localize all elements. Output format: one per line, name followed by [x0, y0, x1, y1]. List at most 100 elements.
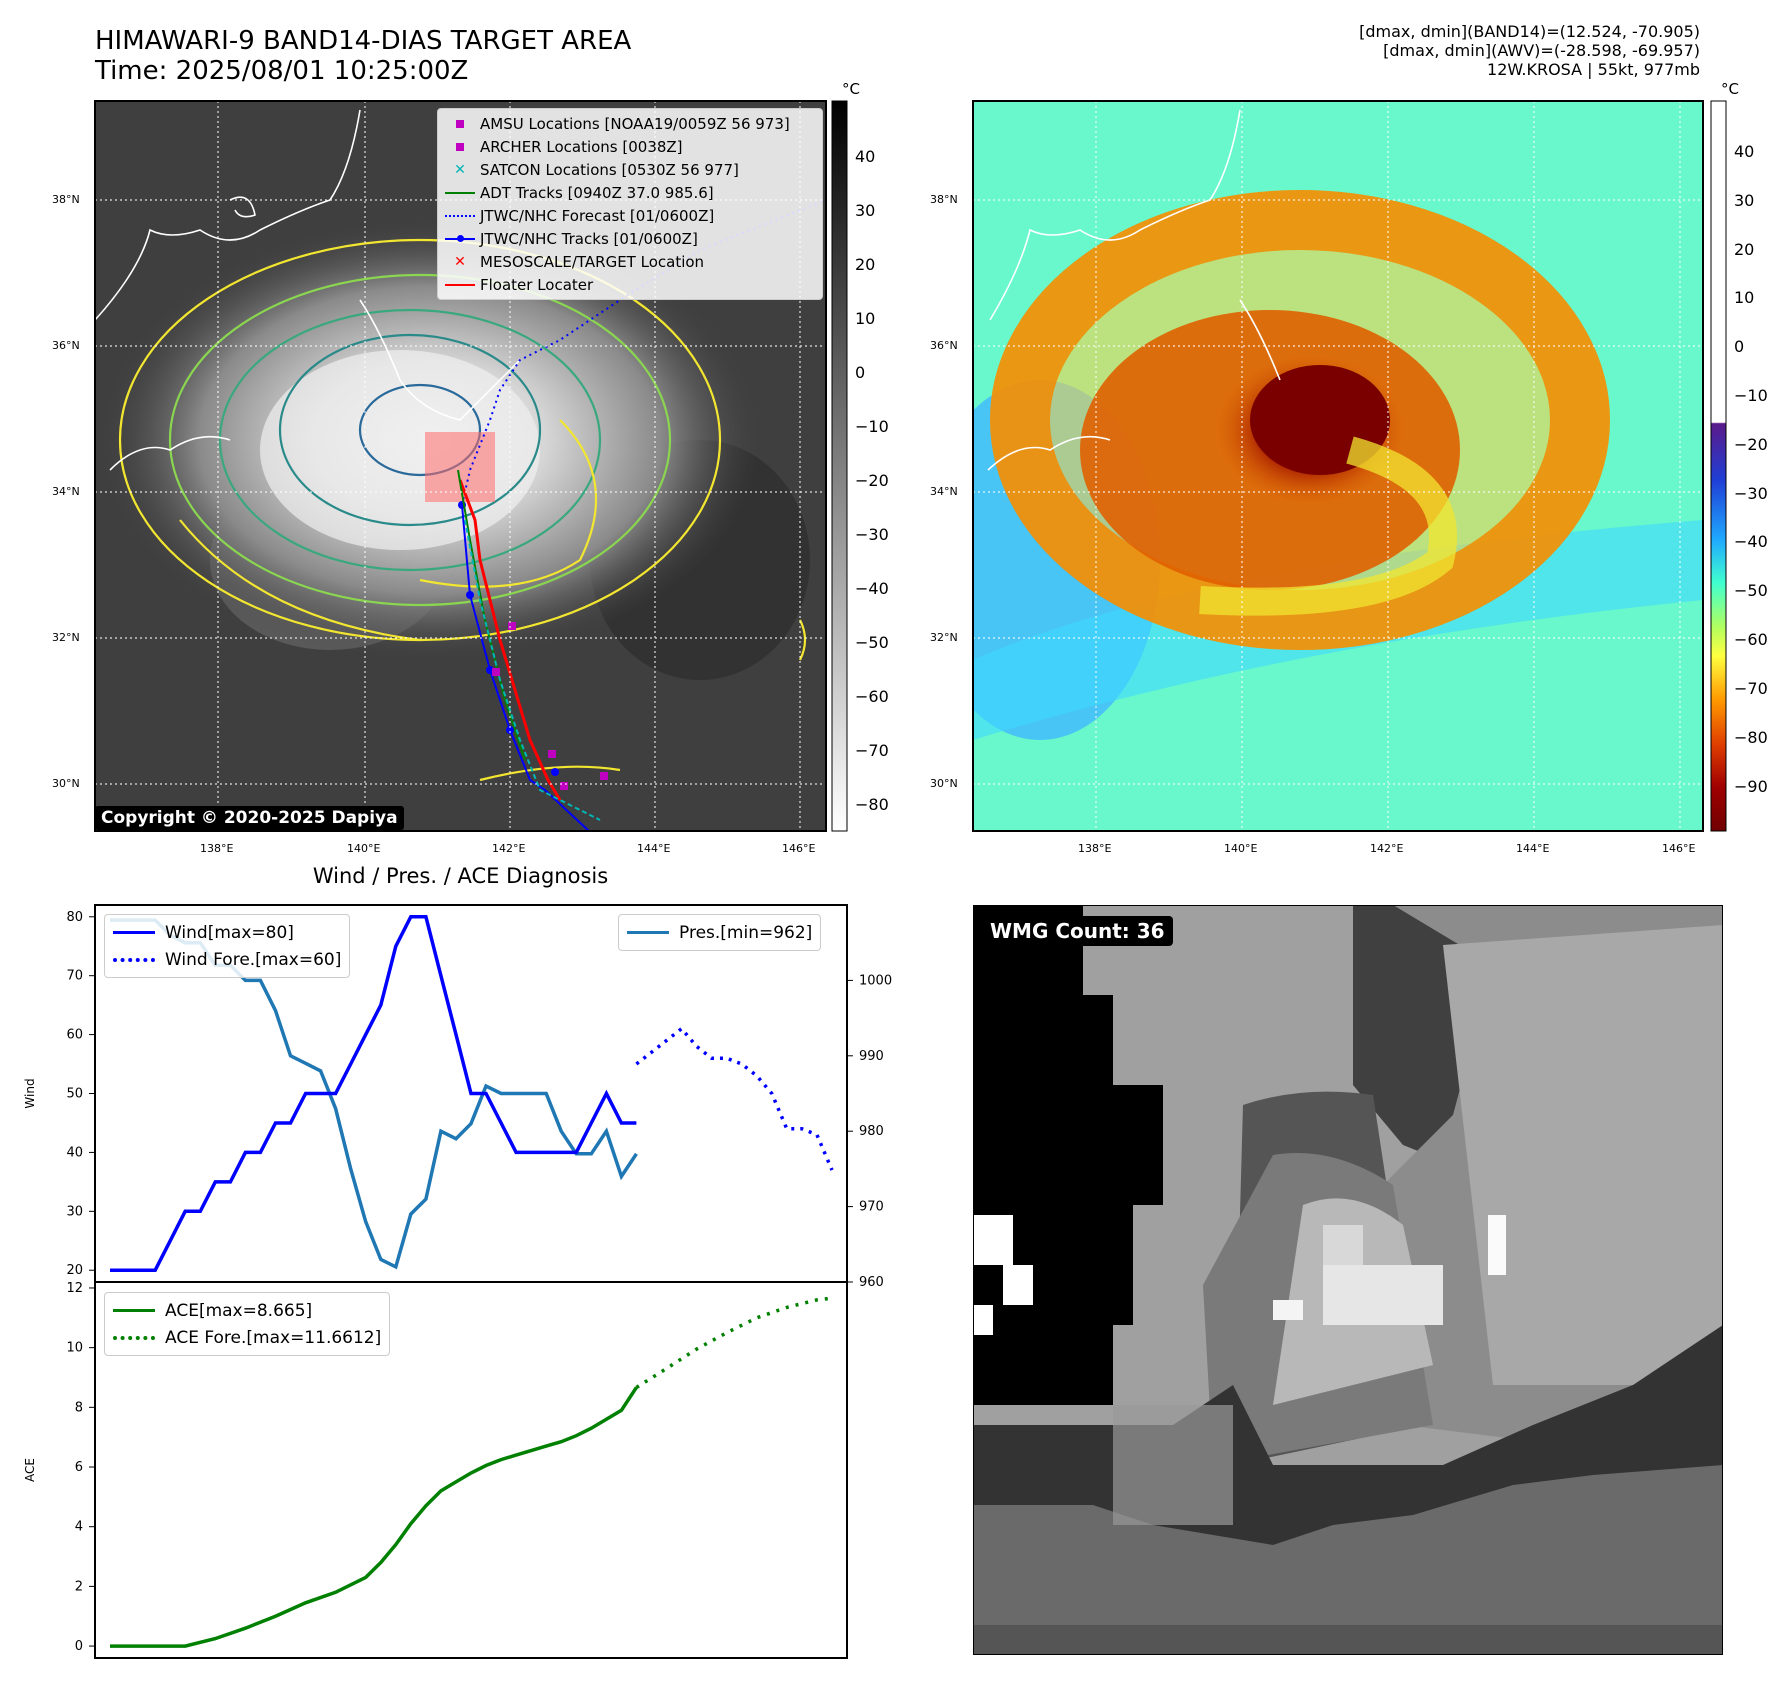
wv-cbar-tick: −60 [1734, 630, 1768, 649]
ace-plot-frame [94, 1281, 848, 1659]
info-line-3: 12W.KROSA | 55kt, 977mb [1487, 60, 1700, 79]
ace-axis-label: ACE [23, 1458, 37, 1482]
dotted-line-swatch-icon [113, 1335, 155, 1340]
legend-label: Wind Fore.[max=60] [165, 949, 342, 970]
diagnosis-title: Wind / Pres. / ACE Diagnosis [312, 864, 609, 888]
ace-plot: 0 2 4 6 8 10 12 ACE [23, 1281, 848, 1659]
ir-cbar-tick: −80 [855, 795, 889, 814]
ir-map-ticks: 138°E 140°E 142°E 144°E 146°E 38°N 36°N … [52, 193, 1696, 855]
pressure-legend: Pres.[min=962] [618, 914, 822, 951]
wind-tick-label: 80 [66, 910, 83, 925]
title-line-2: Time: 2025/08/01 10:25:00Z [95, 56, 469, 86]
dotted-line-swatch-icon [113, 957, 155, 962]
ir-lon-tick: 142°E [492, 842, 526, 855]
ace-tick-label: 4 [75, 1520, 83, 1535]
dotted-line-swatch-icon [445, 214, 475, 217]
legend-item-forecast: JTWC/NHC Forecast [01/0600Z] [440, 204, 820, 227]
legend-item-satcon: ✕ SATCON Locations [0530Z 56 977] [440, 158, 820, 181]
wv-lat-tick: 38°N [930, 193, 958, 206]
wv-cbar-tick: −20 [1734, 435, 1768, 454]
wv-lon-tick: 138°E [1078, 842, 1112, 855]
legend-item-ace-forecast: ACE Fore.[max=11.6612] [113, 1324, 381, 1351]
ir-cbar-tick: 20 [855, 255, 876, 274]
square-marker-icon [456, 142, 464, 151]
ace-series-line [110, 1386, 638, 1648]
wv-lon-tick: 144°E [1516, 842, 1550, 855]
legend-item-target: ✕ MESOSCALE/TARGET Location [440, 250, 820, 273]
wv-lat-tick: 36°N [930, 339, 958, 352]
ir-lat-tick: 34°N [52, 485, 80, 498]
legend-label: Pres.[min=962] [679, 922, 813, 943]
diagnosis-charts-svg: 203040506070809609709809901000WindPressu… [23, 904, 892, 1659]
line-swatch-icon [627, 931, 669, 934]
ace-tick-label: 2 [75, 1579, 83, 1594]
x-marker-icon: ✕ [454, 253, 466, 270]
wv-cbar-tick: 30 [1734, 191, 1755, 210]
wv-cbar-tick: −30 [1734, 484, 1768, 503]
wind-tick-label: 50 [66, 1087, 83, 1102]
ace-tick-label: 12 [66, 1281, 83, 1296]
line-swatch-icon [113, 1309, 155, 1312]
ir-cbar-tick: −70 [855, 741, 889, 760]
figure-title: HIMAWARI-9 BAND14-DIAS TARGET AREA Time:… [95, 26, 631, 86]
wv-cbar-tick: −50 [1734, 581, 1768, 600]
legend-label: ARCHER Locations [0038Z] [480, 137, 683, 156]
copyright-badge: Copyright © 2020-2025 Dapiya [95, 806, 404, 830]
ir-lat-tick: 32°N [52, 631, 80, 644]
ir-cbar-tick: −60 [855, 687, 889, 706]
wind-series-line [110, 915, 637, 1272]
ir-cbar-tick: 40 [855, 147, 876, 166]
wv-lon-tick: 142°E [1370, 842, 1404, 855]
legend-label: ACE[max=8.665] [165, 1300, 313, 1321]
legend-item-pressure: Pres.[min=962] [627, 919, 812, 946]
line-swatch-icon [445, 191, 475, 194]
wv-lat-tick: 30°N [930, 777, 958, 790]
ir-cbar-tick: −40 [855, 579, 889, 598]
wv-lat-tick: 34°N [930, 485, 958, 498]
wmg-panel [973, 905, 1723, 1655]
legend-item-floater: Floater Locater [440, 273, 820, 296]
wv-lon-tick: 146°E [1662, 842, 1696, 855]
wind-pressure-plot: 203040506070809609709809901000WindPressu… [23, 904, 892, 1290]
wind-legend: Wind[max=80] Wind Fore.[max=60] [104, 914, 351, 978]
ir-cbar-tick: 30 [855, 201, 876, 220]
x-marker-icon: ✕ [454, 161, 466, 178]
wv-cbar-tick: −90 [1734, 777, 1768, 796]
wind-tick-label: 70 [66, 969, 83, 984]
wmg-count-badge: WMG Count: 36 [982, 916, 1173, 946]
legend-label: Floater Locater [480, 275, 594, 294]
ir-map-frame [94, 100, 827, 832]
legend-item-wind-forecast: Wind Fore.[max=60] [113, 946, 341, 973]
legend-label: ACE Fore.[max=11.6612] [165, 1327, 382, 1348]
wv-colorbar [1710, 100, 1727, 832]
ir-cbar-tick: 0 [855, 363, 866, 382]
map-legend: AMSU Locations [NOAA19/0059Z 56 973] ARC… [437, 108, 823, 300]
wind-tick-label: 40 [66, 1145, 83, 1160]
ir-colorbar [831, 100, 848, 832]
ir-lon-tick: 146°E [782, 842, 816, 855]
wv-colorbar-ticks: 40 30 20 10 0 −10 −20 −30 −40 −50 −60 −7… [1734, 101, 1788, 831]
legend-label: JTWC/NHC Tracks [01/0600Z] [480, 229, 698, 248]
ir-cbar-tick: −30 [855, 525, 889, 544]
ace-tick-label: 0 [75, 1639, 83, 1654]
pressure-tick-label: 1000 [859, 973, 892, 988]
ir-lat-tick: 30°N [52, 777, 80, 790]
wv-cbar-tick: −10 [1734, 386, 1768, 405]
info-line-1: [dmax, dmin](BAND14)=(12.524, -70.905) [1359, 22, 1700, 41]
legend-label: AMSU Locations [NOAA19/0059Z 56 973] [480, 114, 790, 133]
wv-imagery [973, 101, 1703, 831]
ace-forecast-series-line [635, 1296, 833, 1389]
ace-tick-label: 6 [75, 1460, 83, 1475]
legend-item-tracks: JTWC/NHC Tracks [01/0600Z] [440, 227, 820, 250]
info-line-2: [dmax, dmin](AWV)=(-28.598, -69.957) [1383, 41, 1700, 60]
line-swatch-icon [445, 283, 475, 286]
wind-axis-label: Wind [23, 1078, 37, 1108]
ir-lon-tick: 138°E [200, 842, 234, 855]
storm-info: [dmax, dmin](BAND14)=(12.524, -70.905) [… [1359, 22, 1700, 79]
pressure-tick-label: 970 [859, 1200, 884, 1215]
wind-forecast-series-line [635, 1026, 834, 1171]
wind-tick-label: 60 [66, 1028, 83, 1043]
square-marker-icon [456, 119, 464, 128]
line-swatch-icon [113, 931, 155, 934]
legend-item-adt: ADT Tracks [0940Z 37.0 985.6] [440, 181, 820, 204]
